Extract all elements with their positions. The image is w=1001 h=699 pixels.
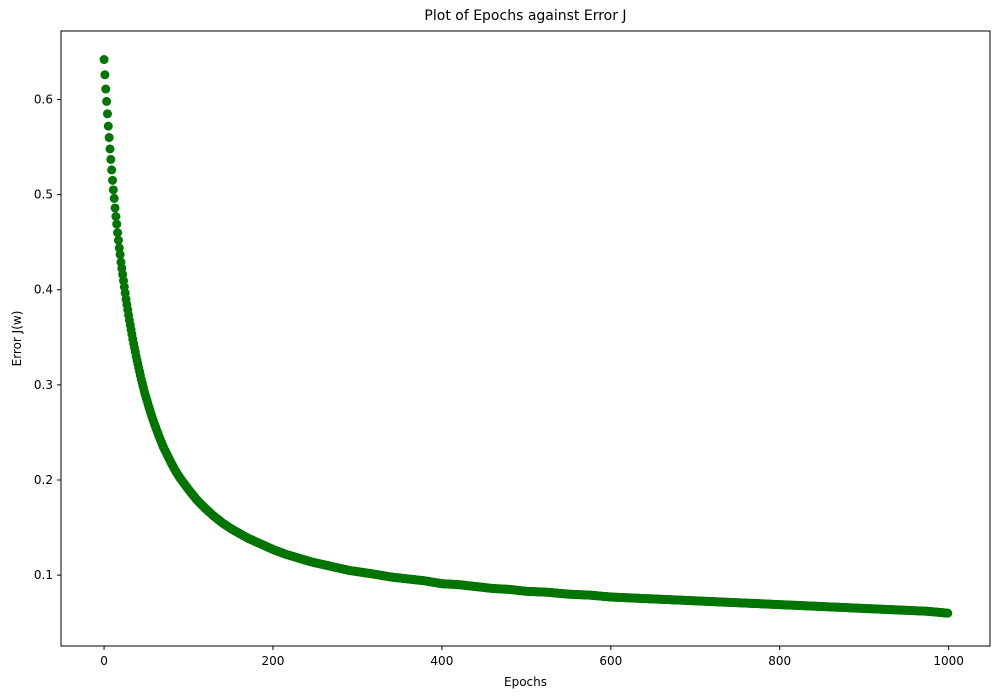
data-point (113, 228, 123, 238)
axes-frame (60, 30, 991, 647)
y-tick-label: 0.3 (34, 378, 53, 392)
data-point (112, 219, 122, 229)
data-point (114, 243, 124, 253)
y-tick-label: 0.4 (34, 283, 53, 297)
axes-background (61, 31, 990, 646)
x-tick-label: 0 (100, 654, 108, 668)
data-point (106, 154, 116, 164)
data-point (101, 84, 111, 94)
chart-title: Plot of Epochs against Error J (424, 8, 626, 24)
data-point (107, 165, 117, 175)
plot-area (61, 31, 990, 646)
data-point (108, 175, 118, 185)
data-point (99, 55, 109, 65)
data-point (113, 235, 123, 245)
data-point (103, 121, 113, 131)
x-axis-label: Epochs (504, 675, 547, 689)
data-point (115, 250, 125, 260)
data-point (943, 608, 953, 618)
y-tick-label: 0.2 (34, 473, 53, 487)
x-tick-label: 600 (599, 654, 622, 668)
data-point (102, 109, 112, 119)
x-tick-label: 800 (768, 654, 791, 668)
data-point (109, 193, 119, 203)
y-tick-label: 0.1 (34, 568, 53, 582)
y-axis-label: Error J(w) (10, 311, 24, 367)
x-axis-ticks: 0 200 400 600 800 1000 (100, 646, 964, 668)
data-point (105, 144, 115, 154)
x-tick-label: 400 (430, 654, 453, 668)
data-point (108, 185, 118, 195)
y-tick-label: 0.5 (34, 188, 53, 202)
data-point (104, 133, 114, 143)
data-points (99, 55, 953, 618)
data-point (100, 70, 110, 80)
y-axis-ticks: 0.1 0.2 0.3 0.4 0.5 0.6 (34, 92, 61, 582)
y-tick-label: 0.6 (34, 92, 53, 106)
data-point (111, 212, 121, 221)
x-tick-label: 200 (262, 654, 285, 668)
data-point (102, 96, 112, 106)
x-tick-label: 1000 (933, 654, 964, 668)
data-point (110, 203, 120, 213)
